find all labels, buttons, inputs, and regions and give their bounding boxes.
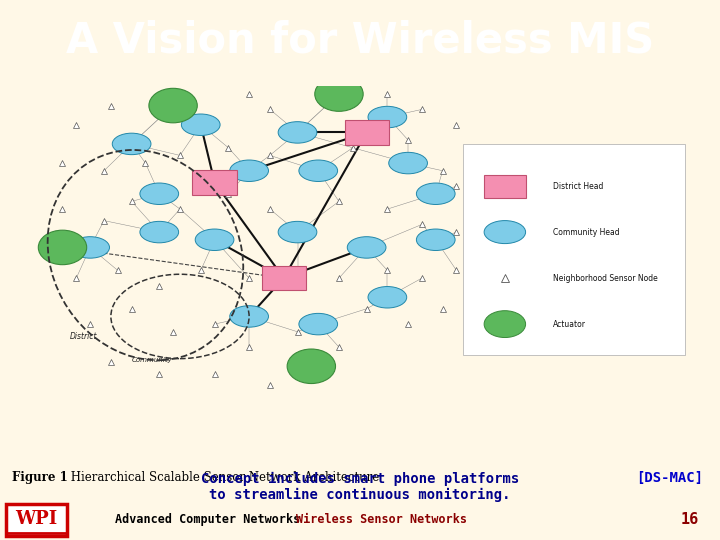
Bar — [192, 170, 237, 194]
Circle shape — [389, 152, 428, 174]
Circle shape — [347, 237, 386, 258]
Text: Community: Community — [132, 357, 173, 363]
Ellipse shape — [484, 310, 526, 338]
Circle shape — [230, 306, 269, 327]
Circle shape — [368, 287, 407, 308]
Text: A Vision for Wireless MIS: A Vision for Wireless MIS — [66, 20, 654, 62]
Circle shape — [278, 122, 317, 143]
Circle shape — [140, 183, 179, 205]
Circle shape — [484, 221, 526, 244]
Text: District: District — [70, 333, 97, 341]
Circle shape — [416, 183, 455, 205]
Ellipse shape — [149, 89, 197, 123]
Ellipse shape — [38, 230, 86, 265]
Circle shape — [140, 221, 179, 243]
Text: Neighborhood Sensor Node: Neighborhood Sensor Node — [553, 274, 658, 282]
Text: Wireless Sensor Networks: Wireless Sensor Networks — [296, 513, 467, 526]
Circle shape — [112, 133, 151, 154]
Circle shape — [181, 114, 220, 136]
Bar — [344, 120, 389, 145]
Text: Figure 1: Figure 1 — [12, 471, 68, 484]
Text: 16: 16 — [680, 512, 698, 527]
Circle shape — [230, 160, 269, 181]
Text: to streamline continuous monitoring.: to streamline continuous monitoring. — [210, 488, 510, 502]
Ellipse shape — [315, 77, 363, 111]
Text: Concept includes smart phone platforms: Concept includes smart phone platforms — [201, 471, 519, 486]
Bar — [464, 144, 685, 355]
Circle shape — [195, 229, 234, 251]
Text: District Head: District Head — [553, 181, 603, 191]
Text: [DS-MAC]: [DS-MAC] — [636, 471, 703, 485]
Circle shape — [299, 160, 338, 181]
Text: Advanced Computer Networks: Advanced Computer Networks — [115, 513, 300, 526]
Circle shape — [278, 221, 317, 243]
Circle shape — [71, 237, 109, 258]
Circle shape — [416, 229, 455, 251]
Text: WPI: WPI — [16, 510, 58, 528]
Ellipse shape — [287, 349, 336, 383]
Circle shape — [368, 106, 407, 128]
Text: Hierarchical Scalable Sensor Network Architecture: Hierarchical Scalable Sensor Network Arc… — [67, 471, 379, 484]
Bar — [484, 174, 526, 198]
Text: Actuator: Actuator — [553, 320, 586, 329]
Text: Community Head: Community Head — [553, 227, 620, 237]
Bar — [6, 503, 67, 536]
Circle shape — [299, 313, 338, 335]
Bar — [261, 266, 306, 291]
